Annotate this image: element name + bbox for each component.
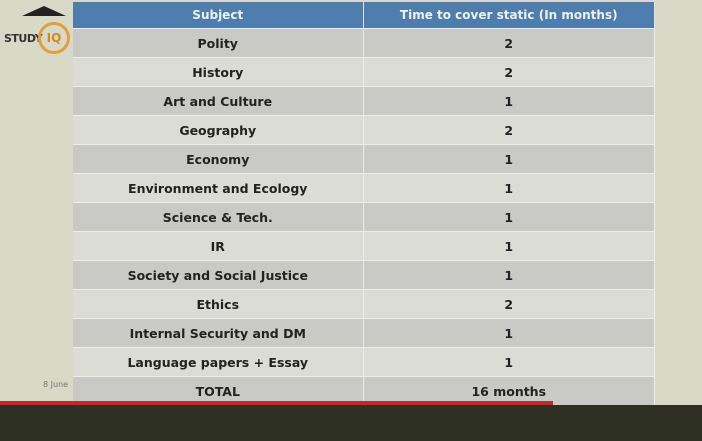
months-cell: 16 months <box>363 376 655 405</box>
subject-cell: Internal Security and DM <box>73 318 364 348</box>
table-row: Society and Social Justice 1 <box>73 260 655 290</box>
table-row: IR 1 <box>73 231 655 261</box>
table-row: Economy 1 <box>73 144 655 174</box>
subject-cell: Language papers + Essay <box>73 347 364 377</box>
months-cell: 2 <box>363 115 655 145</box>
footer-bar <box>0 405 702 441</box>
subject-cell: Art and Culture <box>73 86 364 116</box>
subject-cell: Polity <box>73 28 364 58</box>
progress-bar <box>0 401 553 405</box>
months-cell: 1 <box>363 202 655 232</box>
table-row: Language papers + Essay 1 <box>73 347 655 377</box>
months-cell: 1 <box>363 318 655 348</box>
logo-suffix: IQ <box>38 22 70 54</box>
subject-cell: Geography <box>73 115 364 145</box>
months-cell: 1 <box>363 231 655 261</box>
study-plan-table: Subject Time to cover static (In months) … <box>73 2 655 405</box>
subject-cell: Science & Tech. <box>73 202 364 232</box>
subject-cell: Ethics <box>73 289 364 319</box>
subject-cell: History <box>73 57 364 87</box>
table-row: Environment and Ecology 1 <box>73 173 655 203</box>
logo: STUDY IQ <box>2 4 70 56</box>
subject-cell: IR <box>73 231 364 261</box>
table-row: Art and Culture 1 <box>73 86 655 116</box>
table-row: Geography 2 <box>73 115 655 145</box>
table-row: Science & Tech. 1 <box>73 202 655 232</box>
slide-date: 8 June <box>43 380 69 389</box>
subject-cell: Environment and Ecology <box>73 173 364 203</box>
table-row: Internal Security and DM 1 <box>73 318 655 348</box>
months-cell: 1 <box>363 86 655 116</box>
header-cell: Time to cover static (In months) <box>363 2 655 29</box>
header-cell: Subject <box>73 2 364 29</box>
months-cell: 1 <box>363 144 655 174</box>
months-cell: 1 <box>363 260 655 290</box>
subject-cell: Society and Social Justice <box>73 260 364 290</box>
table-row: TOTAL 16 months <box>73 376 655 405</box>
logo-text: STUDY <box>4 32 43 45</box>
subject-cell: Economy <box>73 144 364 174</box>
table-row: Polity 2 <box>73 28 655 58</box>
table-row: Ethics 2 <box>73 289 655 319</box>
months-cell: 1 <box>363 347 655 377</box>
header-row: Subject Time to cover static (In months) <box>73 2 655 29</box>
months-cell: 2 <box>363 289 655 319</box>
months-cell: 2 <box>363 28 655 58</box>
months-cell: 2 <box>363 57 655 87</box>
months-cell: 1 <box>363 173 655 203</box>
logo-cap <box>22 6 66 16</box>
table-row: History 2 <box>73 57 655 87</box>
subject-cell: TOTAL <box>73 376 364 405</box>
table-body: Polity 2 History 2 Art and Culture 1 Geography… <box>73 28 655 405</box>
